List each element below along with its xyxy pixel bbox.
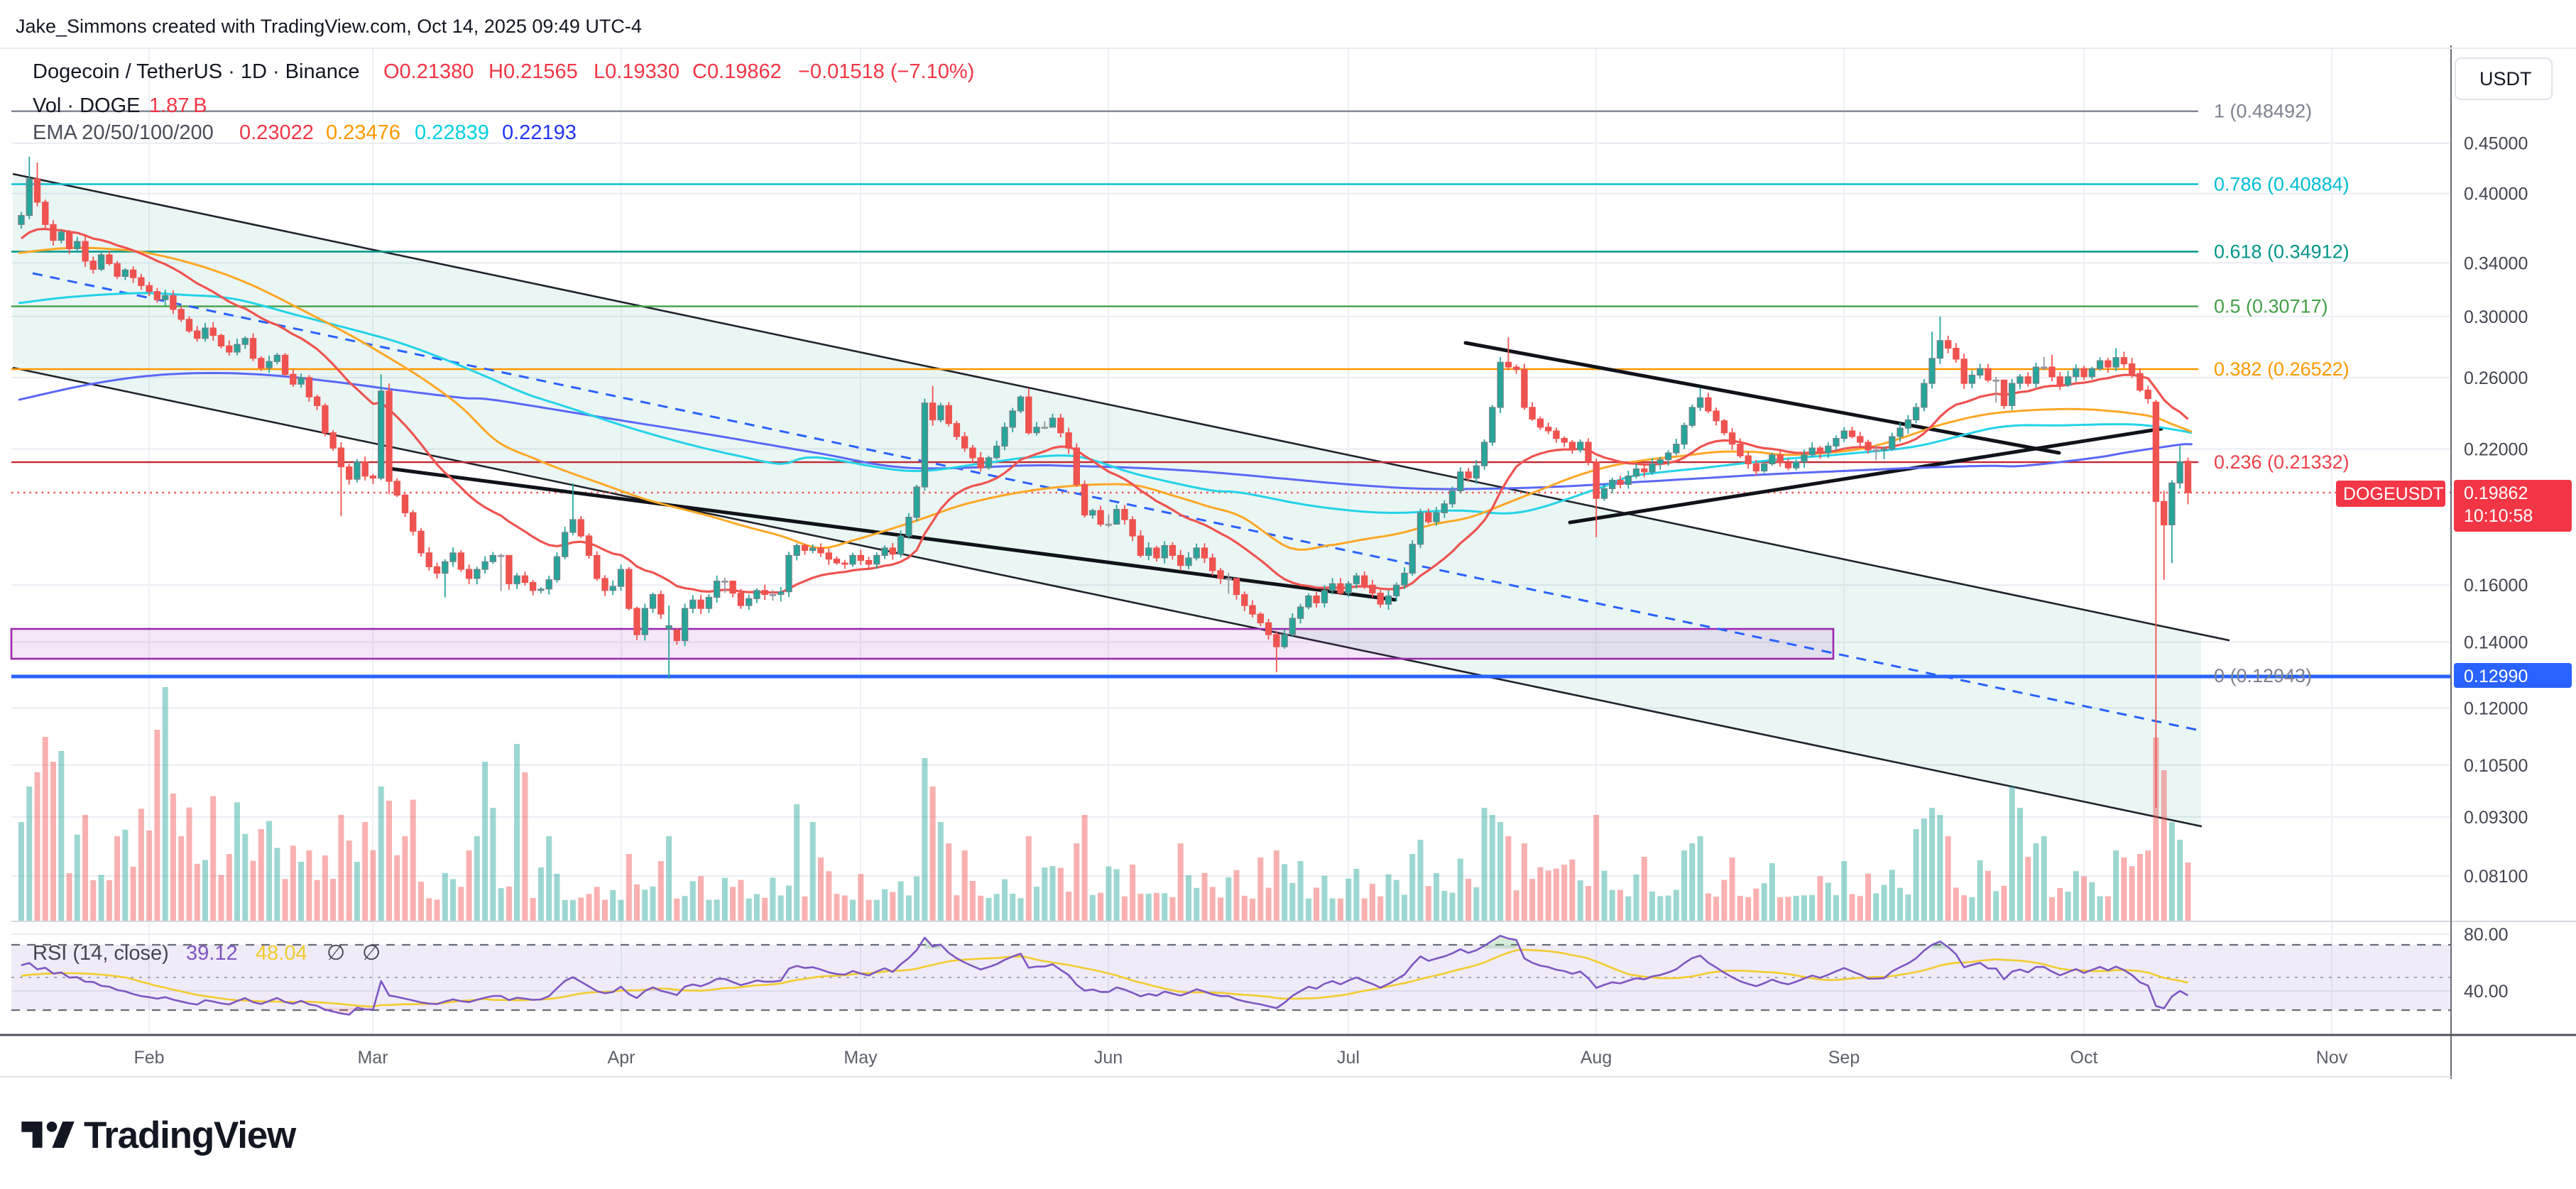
- svg-text:O0.21380: O0.21380: [383, 60, 474, 83]
- svg-text:0.14000: 0.14000: [2464, 633, 2528, 653]
- svg-text:0.12000: 0.12000: [2464, 698, 2528, 718]
- svg-text:0.22193: 0.22193: [502, 121, 577, 144]
- svg-text:0.26000: 0.26000: [2464, 368, 2528, 388]
- svg-text:0.40000: 0.40000: [2464, 185, 2528, 204]
- svg-text:Aug: Aug: [1581, 1048, 1612, 1068]
- svg-text:Jun: Jun: [1094, 1048, 1123, 1068]
- svg-text:∅: ∅: [362, 941, 381, 965]
- svg-text:DOGEUSDT: DOGEUSDT: [2343, 484, 2444, 504]
- svg-text:0.22000: 0.22000: [2464, 440, 2528, 460]
- svg-text:0.08100: 0.08100: [2464, 867, 2528, 887]
- svg-text:0.10500: 0.10500: [2464, 756, 2528, 776]
- svg-text:40.00: 40.00: [2464, 982, 2509, 1002]
- svg-text:48.04: 48.04: [256, 942, 307, 965]
- svg-text:May: May: [844, 1048, 878, 1068]
- svg-text:TradingView: TradingView: [84, 1114, 297, 1156]
- svg-text:0.34000: 0.34000: [2464, 253, 2528, 273]
- svg-text:1 (0.48492): 1 (0.48492): [2214, 101, 2312, 122]
- svg-text:0.22839: 0.22839: [415, 121, 489, 144]
- svg-text:Apr: Apr: [608, 1048, 635, 1068]
- svg-text:0 (0.12943): 0 (0.12943): [2214, 665, 2312, 686]
- svg-text:−0.01518 (−7.10%): −0.01518 (−7.10%): [798, 60, 974, 83]
- svg-text:∅: ∅: [327, 941, 345, 965]
- svg-text:L0.19330: L0.19330: [594, 60, 680, 83]
- svg-text:RSI (14, close): RSI (14, close): [33, 942, 169, 965]
- svg-text:Vol · DOGE: Vol · DOGE: [33, 94, 141, 117]
- svg-text:EMA 20/50/100/200: EMA 20/50/100/200: [33, 121, 214, 144]
- svg-text:0.382 (0.26522): 0.382 (0.26522): [2214, 358, 2349, 380]
- svg-text:0.23022: 0.23022: [239, 121, 314, 144]
- svg-text:0.09300: 0.09300: [2464, 808, 2528, 828]
- svg-text:Feb: Feb: [133, 1048, 164, 1068]
- svg-text:1.87 B: 1.87 B: [149, 94, 207, 117]
- svg-text:Dogecoin / TetherUS · 1D · Bin: Dogecoin / TetherUS · 1D · Binance: [33, 60, 359, 83]
- svg-text:0.786 (0.40884): 0.786 (0.40884): [2214, 173, 2349, 194]
- svg-text:0.12990: 0.12990: [2464, 667, 2528, 686]
- svg-text:0.30000: 0.30000: [2464, 307, 2528, 327]
- svg-text:Jul: Jul: [1337, 1048, 1360, 1068]
- svg-text:0.45000: 0.45000: [2464, 134, 2528, 154]
- svg-text:10:10:58: 10:10:58: [2464, 506, 2533, 526]
- svg-text:Nov: Nov: [2316, 1048, 2348, 1068]
- svg-text:0.23476: 0.23476: [326, 121, 400, 144]
- svg-text:Sep: Sep: [1828, 1048, 1860, 1068]
- svg-text:0.19862: 0.19862: [2464, 483, 2528, 503]
- svg-text:0.618 (0.34912): 0.618 (0.34912): [2214, 241, 2349, 263]
- svg-text:0.236 (0.21332): 0.236 (0.21332): [2214, 451, 2349, 473]
- svg-text:Oct: Oct: [2070, 1048, 2098, 1068]
- svg-text:0.5 (0.30717): 0.5 (0.30717): [2214, 296, 2328, 317]
- svg-text:H0.21565: H0.21565: [489, 60, 578, 83]
- svg-text:Jake_Simmons created with Trad: Jake_Simmons created with TradingView.co…: [16, 16, 642, 37]
- svg-text:Mar: Mar: [357, 1048, 388, 1068]
- svg-text:39.12: 39.12: [186, 942, 238, 965]
- svg-text:USDT: USDT: [2479, 68, 2532, 89]
- svg-text:0.16000: 0.16000: [2464, 576, 2528, 596]
- svg-text:80.00: 80.00: [2464, 925, 2509, 945]
- svg-text:C0.19862: C0.19862: [692, 60, 782, 83]
